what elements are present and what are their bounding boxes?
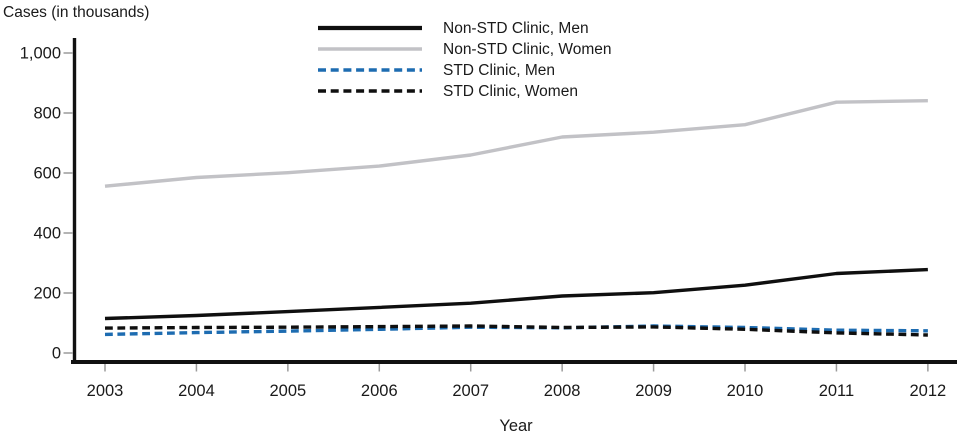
- x-tick-label: 2005: [270, 382, 307, 400]
- y-tick-label: 600: [33, 165, 61, 183]
- y-tick-label: 800: [33, 105, 61, 123]
- series-line-non-std-clinic-women: [104, 99, 928, 188]
- series-line-std-clinic-women: [104, 324, 928, 337]
- y-tick-label: 200: [33, 285, 61, 303]
- axes: [63, 38, 957, 372]
- y-tick-label: 0: [52, 345, 61, 363]
- x-tick-label: 2004: [178, 382, 215, 400]
- legend-label-std-clinic-women: STD Clinic, Women: [443, 83, 578, 100]
- x-axis-tick-labels: 2003 2004 2005 2006 2007 2008 2009 2010 2011 2012: [87, 382, 947, 400]
- series-lines: [104, 99, 928, 337]
- x-tick-label: 2011: [819, 382, 854, 400]
- y-axis-tick-labels: 0 200 400 600 800 1,000: [20, 45, 61, 363]
- series-line-non-std-clinic-men: [104, 267, 928, 321]
- legend-label-std-clinic-men: STD Clinic, Men: [443, 62, 555, 79]
- y-tick-label: 400: [33, 225, 61, 243]
- x-axis-title: Year: [499, 417, 533, 435]
- y-tick-label: 1,000: [20, 45, 61, 63]
- x-tick-label: 2008: [544, 382, 581, 400]
- legend: Non-STD Clinic, Men Non-STD Clinic, Women…: [318, 20, 612, 100]
- x-tick-label: 2006: [361, 382, 398, 400]
- legend-label-non-std-clinic-men: Non-STD Clinic, Men: [443, 20, 589, 37]
- x-tick-label: 2007: [452, 382, 489, 400]
- x-tick-label: 2003: [87, 382, 124, 400]
- x-tick-label: 2010: [727, 382, 764, 400]
- chart-title: Cases (in thousands): [3, 4, 149, 21]
- legend-label-non-std-clinic-women: Non-STD Clinic, Women: [443, 41, 612, 58]
- x-tick-label: 2012: [910, 382, 947, 400]
- x-tick-label: 2009: [635, 382, 672, 400]
